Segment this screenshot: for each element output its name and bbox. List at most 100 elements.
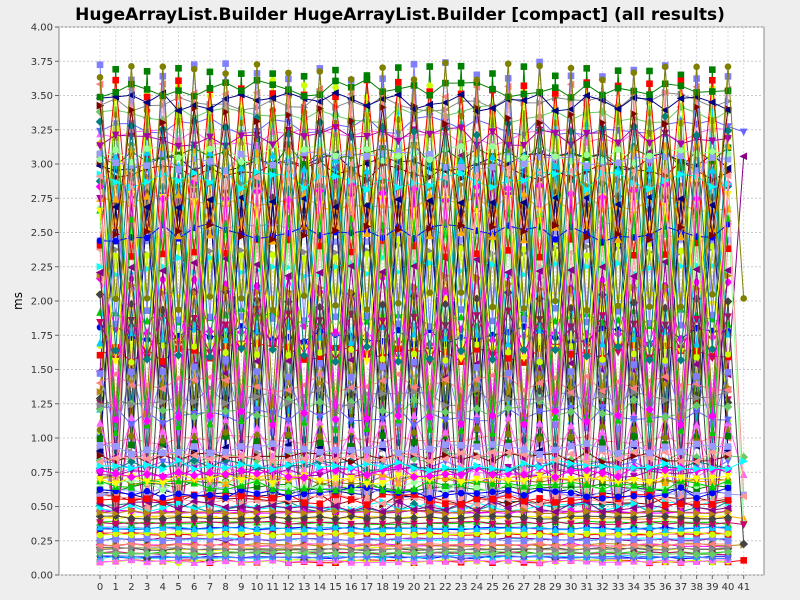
series [96,555,732,567]
data-point [473,141,481,150]
data-point [599,439,606,446]
data-point [708,428,717,437]
data-point [693,239,700,247]
data-point [189,412,199,422]
data-point [442,446,450,455]
data-point [489,260,497,269]
data-point [520,235,528,244]
data-point [567,497,575,505]
data-point [724,507,733,516]
data-point [566,127,576,136]
data-point [630,519,638,528]
data-point [693,103,701,111]
data-point [378,376,386,385]
data-point [252,464,262,473]
data-point [677,247,685,255]
data-point [238,150,245,158]
data-point [112,234,119,241]
data-point [285,86,292,93]
data-point [677,152,685,159]
data-point [410,553,418,562]
data-point [599,392,607,400]
data-point [441,553,450,561]
data-point [221,503,229,511]
data-point [175,64,182,72]
data-point [723,386,732,394]
data-point [378,95,386,103]
data-point [661,525,669,533]
data-point [535,316,544,324]
series [95,539,732,551]
data-point [158,266,167,275]
data-point [347,333,355,340]
data-point [332,313,339,321]
data-point [221,520,230,528]
data-point [724,497,732,504]
data-point [536,119,544,127]
data-point [536,435,543,443]
data-point [269,536,276,544]
data-point [646,530,653,538]
data-point [410,350,418,358]
data-point [567,493,575,501]
data-point [503,163,512,172]
data-point [614,520,622,529]
data-point [457,555,465,563]
data-point [96,195,104,203]
data-point [646,537,653,544]
data-point [473,76,481,84]
data-point [504,439,512,447]
data-point [300,338,308,345]
data-point [473,147,481,156]
data-point [221,406,230,416]
data-point [363,166,371,175]
data-point [409,262,418,270]
data-point [598,542,606,550]
data-point [410,429,418,436]
data-point [630,509,639,518]
data-point [363,185,372,194]
data-point [442,163,449,171]
data-point [582,351,591,361]
data-point [614,493,622,501]
data-point [614,127,622,135]
data-point [300,161,308,168]
data-point [252,357,261,366]
data-point [488,128,497,136]
data-point [96,388,105,396]
data-point [724,73,732,80]
data-point [143,133,151,141]
data-point [442,451,450,460]
data-point [504,141,512,150]
data-point [300,231,309,240]
data-point [645,542,654,551]
data-point [362,201,371,210]
data-point [395,299,402,307]
data-point [739,128,748,137]
data-point [614,348,622,357]
data-point [488,455,496,464]
data-point [206,313,214,321]
data-point [441,557,450,565]
data-point [222,494,229,502]
data-point [645,405,654,414]
data-point [174,106,182,115]
data-point [614,220,622,227]
data-point [316,354,324,362]
data-point [346,159,355,168]
data-point [394,357,403,366]
data-point [269,235,277,244]
data-point [142,329,152,338]
data-point [206,133,214,142]
data-point [552,170,560,178]
data-point [409,513,419,523]
data-point [488,540,496,549]
data-point [409,548,419,558]
data-point [190,546,199,554]
data-point [332,535,339,543]
data-point [300,248,309,256]
data-point [519,345,529,355]
data-point [692,420,701,429]
data-point [158,158,167,167]
data-point [661,231,669,238]
